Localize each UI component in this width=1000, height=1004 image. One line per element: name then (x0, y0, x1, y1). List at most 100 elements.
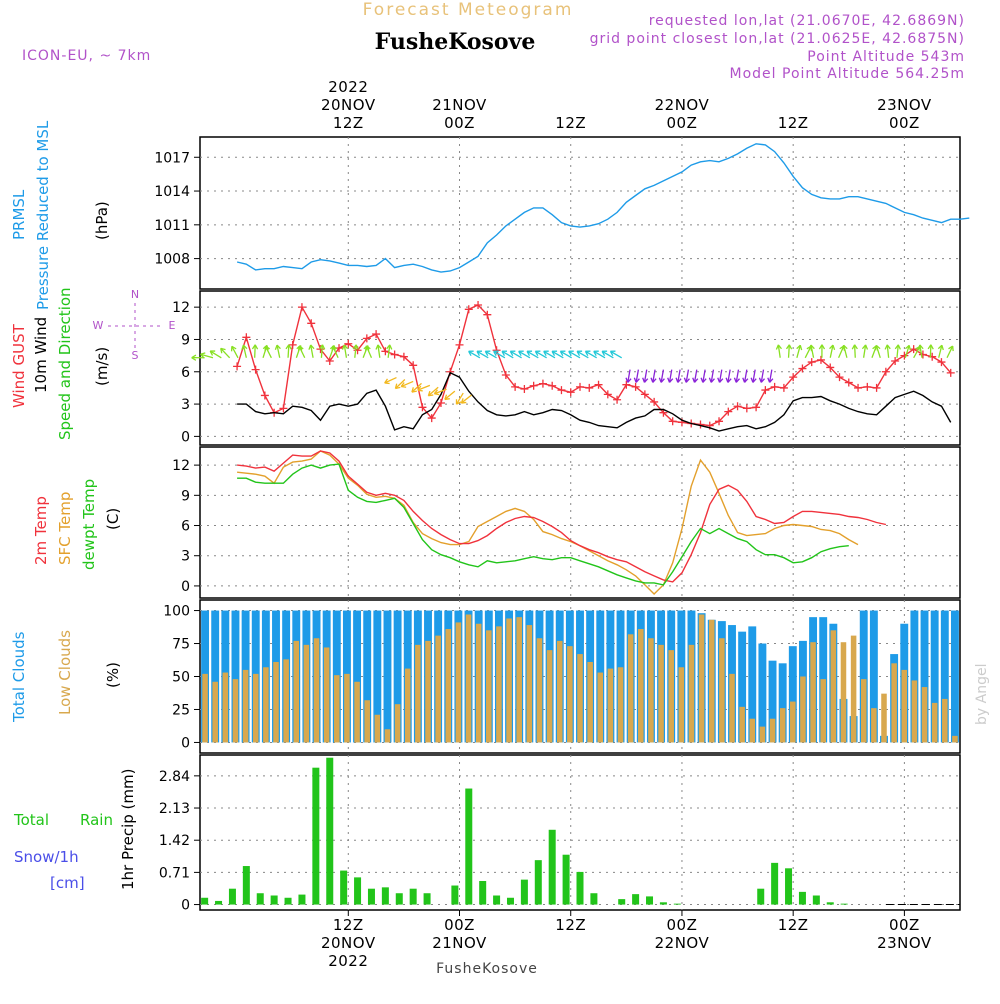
temperature-ytick-label: 12 (172, 458, 190, 474)
precip-bar (618, 899, 625, 904)
low-cloud-bar (364, 700, 370, 742)
low-clouds-label: Low Clouds (56, 630, 74, 715)
precip-bar (215, 901, 222, 905)
low-cloud-bar (496, 626, 502, 742)
low-cloud-bar (314, 638, 320, 742)
wind-ytick-label: 3 (181, 397, 190, 413)
low-cloud-bar (486, 630, 492, 742)
time-label-bottom: 00Z (889, 916, 920, 934)
wind-gust-line-marker (585, 384, 593, 392)
time-label-top: 21NOV (432, 96, 487, 114)
precip-panel-label: Total Rain Snow/1h [cm] 1hr Precip (mm) (13, 769, 137, 892)
low-cloud-bar (577, 654, 583, 742)
wind-10m-label: 10m Wind (32, 317, 50, 393)
wind-gust-line-marker (734, 402, 742, 410)
snow-label: Snow/1h (14, 848, 79, 866)
precip-bar (674, 904, 681, 905)
low-cloud-bar (699, 615, 705, 743)
precip-bar (229, 889, 236, 905)
point-altitude: Point Altitude 543m (807, 49, 965, 65)
precip-bar (785, 868, 792, 904)
low-cloud-bar (729, 674, 735, 743)
precip-bar (368, 889, 375, 905)
low-cloud-bar (750, 719, 756, 743)
precip-bar (813, 895, 820, 904)
temperature-ytick-label: 3 (181, 549, 190, 565)
low-cloud-bar (719, 638, 725, 742)
low-cloud-bar (446, 629, 452, 742)
low-cloud-bar (283, 659, 289, 742)
low-cloud-bar (263, 667, 269, 742)
low-cloud-bar (810, 642, 816, 742)
precip-bar (312, 768, 319, 905)
low-cloud-bar (425, 641, 431, 743)
low-cloud-bar (456, 622, 462, 742)
low-cloud-bar (253, 674, 259, 743)
wind-gust-line-marker (863, 383, 871, 391)
low-cloud-bar (273, 662, 279, 742)
time-label-bottom: 12Z (555, 916, 586, 934)
time-label-top: 00Z (444, 114, 475, 132)
precip-bar (632, 894, 639, 904)
location-name: FusheKosove (375, 29, 536, 55)
wind-10m-line (237, 373, 951, 431)
wind-ytick-label: 12 (172, 300, 190, 316)
time-label-top: 12Z (555, 114, 586, 132)
precip-bar (841, 904, 848, 905)
cloud-panel-label: Total Clouds Low Clouds (%) (10, 630, 122, 723)
low-cloud-bar (385, 729, 391, 742)
grid-point-coords: grid point closest lon,lat (21.0625E, 42… (590, 31, 965, 47)
low-cloud-bar (212, 682, 218, 743)
wind-direction-arrow (255, 345, 256, 358)
pressure-ytick-label: 1014 (154, 184, 190, 200)
precip-bar (326, 758, 333, 905)
low-cloud-bar (202, 674, 208, 743)
temp-sfc-label: SFC Temp (56, 492, 74, 565)
precip-ytick-label: 2.84 (159, 769, 190, 785)
low-cloud-bar (294, 641, 300, 743)
low-cloud-bar (547, 650, 553, 742)
precip-bar (577, 872, 584, 905)
precip-bar (340, 871, 347, 905)
time-label-bottom: 23NOV (877, 934, 932, 952)
wind-gust-line-marker (613, 396, 621, 404)
footer-location: FusheKosove (436, 961, 538, 977)
low-cloud-bar (658, 645, 664, 743)
precip-bar (271, 895, 278, 904)
precip-bar (396, 893, 403, 904)
low-cloud-bar (709, 620, 715, 743)
low-cloud-bar (932, 703, 938, 743)
total-clouds-label: Total Clouds (10, 631, 28, 723)
low-cloud-bar (739, 707, 745, 743)
compass-south: S (132, 349, 139, 362)
low-cloud-bar (608, 669, 614, 743)
low-cloud-bar (304, 645, 310, 743)
pressure-ytick-label: 1008 (154, 252, 190, 268)
low-cloud-bar (871, 708, 877, 742)
pressure-frame (200, 137, 960, 289)
low-cloud-bar (598, 673, 604, 743)
time-label-bottom: 20NOV (321, 934, 376, 952)
compass-east: E (169, 319, 176, 332)
low-cloud-bar (527, 625, 533, 742)
precip-ytick-label: 0 (181, 898, 190, 914)
low-cloud-bar (375, 715, 381, 743)
low-cloud-bar (679, 667, 685, 742)
model-label: ICON-EU, ~ 7km (22, 48, 151, 64)
precip-total-label: Total (13, 811, 49, 829)
total-cloud-bar (384, 611, 392, 743)
wind-gust-line-marker (576, 383, 584, 391)
wind-gust-line-marker (557, 386, 565, 394)
chart-title: Forecast Meteogram (363, 0, 574, 20)
low-cloud-bar (567, 646, 573, 742)
temp-2m-line (237, 451, 886, 582)
precip-bar (424, 893, 431, 904)
low-cloud-bar (689, 645, 695, 743)
precip-bar (799, 892, 806, 905)
temp-2m-label: 2m Temp (32, 496, 50, 565)
cloud-ytick-label: 50 (172, 670, 190, 686)
